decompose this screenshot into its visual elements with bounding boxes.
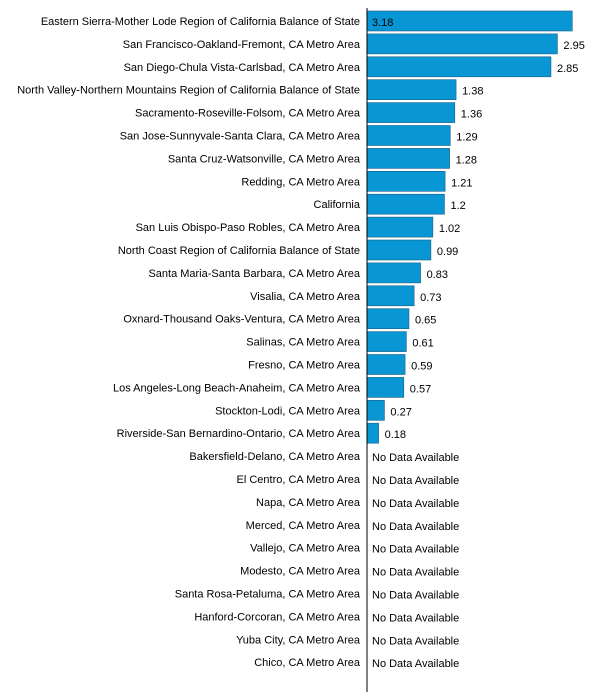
category-label: Sacramento-Roseville-Folsom, CA Metro Ar… xyxy=(135,108,361,120)
value-label: No Data Available xyxy=(372,452,459,464)
category-label: Chico, CA Metro Area xyxy=(254,657,361,669)
bar xyxy=(366,193,445,215)
category-label: Salinas, CA Metro Area xyxy=(246,337,361,349)
value-label: No Data Available xyxy=(372,567,459,579)
value-label: 0.99 xyxy=(437,246,458,258)
value-label: 0.59 xyxy=(411,361,432,373)
value-label: 1.21 xyxy=(451,177,472,189)
category-label: El Centro, CA Metro Area xyxy=(237,474,361,486)
bar xyxy=(366,171,446,192)
value-label: 0.65 xyxy=(415,315,436,327)
value-label: 1.28 xyxy=(456,154,477,166)
value-label: 2.85 xyxy=(557,63,578,75)
bar xyxy=(366,422,379,444)
category-label: Stockton-Lodi, CA Metro Area xyxy=(215,405,361,417)
value-label: No Data Available xyxy=(372,658,459,670)
category-label: Riverside-San Bernardino-Ontario, CA Met… xyxy=(117,428,361,440)
value-label: No Data Available xyxy=(372,612,459,624)
category-label: Eastern Sierra-Mother Lode Region of Cal… xyxy=(41,16,360,28)
category-label: Oxnard-Thousand Oaks-Ventura, CA Metro A… xyxy=(123,314,361,326)
bar xyxy=(366,125,451,146)
category-label: Napa, CA Metro Area xyxy=(256,497,361,509)
bar xyxy=(366,308,410,330)
category-label: Hanford-Corcoran, CA Metro Area xyxy=(194,611,361,623)
bar xyxy=(366,262,421,284)
value-label: 1.2 xyxy=(450,200,465,212)
value-label: No Data Available xyxy=(372,635,459,647)
bar xyxy=(366,331,407,352)
category-label: Redding, CA Metro Area xyxy=(241,176,361,188)
value-label: No Data Available xyxy=(372,521,459,533)
category-label: North Coast Region of California Balance… xyxy=(118,245,360,257)
bar xyxy=(366,285,415,307)
value-label: 0.73 xyxy=(420,292,441,304)
bar xyxy=(366,79,457,100)
category-labels: Eastern Sierra-Mother Lode Region of Cal… xyxy=(17,16,361,669)
category-label: Yuba City, CA Metro Area xyxy=(236,634,361,646)
value-label: 1.36 xyxy=(461,109,482,121)
bar xyxy=(366,377,405,398)
bar xyxy=(366,102,456,123)
category-label: Visalia, CA Metro Area xyxy=(250,291,361,303)
category-label: San Luis Obispo-Paso Robles, CA Metro Ar… xyxy=(136,222,361,234)
category-label: Los Angeles-Long Beach-Anaheim, CA Metro… xyxy=(113,382,361,394)
value-label: No Data Available xyxy=(372,475,459,487)
value-label: No Data Available xyxy=(372,498,459,510)
category-label: Santa Cruz-Watsonville, CA Metro Area xyxy=(168,153,361,165)
value-label: No Data Available xyxy=(372,590,459,602)
category-label: San Jose-Sunnyvale-Santa Clara, CA Metro… xyxy=(120,131,361,143)
bar xyxy=(366,56,552,78)
bar xyxy=(366,239,432,261)
value-labels: 3.18 2.95 2.85 1.38 1.36 1.29 1.28 1.21 1.2 1.02 0… xyxy=(372,17,585,670)
category-label: Santa Rosa-Petaluma, CA Metro Area xyxy=(175,589,361,601)
category-label: San Diego-Chula Vista-Carlsbad, CA Metro… xyxy=(124,62,361,74)
category-label: Vallejo, CA Metro Area xyxy=(250,543,361,555)
value-label: 0.18 xyxy=(385,429,406,441)
value-label: 0.27 xyxy=(390,406,411,418)
value-label: No Data Available xyxy=(372,544,459,556)
value-label: 1.29 xyxy=(456,132,477,144)
value-label: 1.02 xyxy=(439,223,460,235)
category-label: Santa Maria-Santa Barbara, CA Metro Area xyxy=(148,268,360,280)
value-label: 0.61 xyxy=(412,338,433,350)
bar xyxy=(366,399,385,421)
value-label: 0.83 xyxy=(427,269,448,281)
value-label: 2.95 xyxy=(563,40,584,52)
value-label: 1.38 xyxy=(462,86,483,98)
value-label: 3.18 xyxy=(372,17,393,29)
category-label: California xyxy=(314,199,361,211)
bar xyxy=(366,10,573,32)
bar xyxy=(366,354,406,375)
category-label: San Francisco-Oakland-Fremont, CA Metro … xyxy=(123,39,361,51)
category-label: Fresno, CA Metro Area xyxy=(248,360,361,372)
category-label: North Valley-Northern Mountains Region o… xyxy=(17,85,360,97)
bar xyxy=(366,216,434,238)
category-label: Bakersfield-Delano, CA Metro Area xyxy=(189,451,360,463)
category-label: Merced, CA Metro Area xyxy=(246,520,361,532)
bar xyxy=(366,148,450,169)
category-label: Modesto, CA Metro Area xyxy=(240,566,361,578)
value-label: 0.57 xyxy=(410,383,431,395)
bars xyxy=(366,10,573,444)
bar xyxy=(366,33,558,55)
